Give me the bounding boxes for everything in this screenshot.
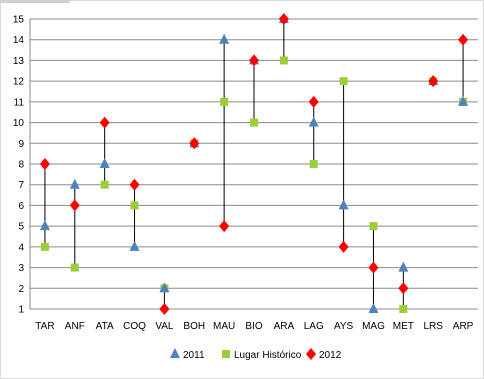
marker-triangle <box>368 303 379 313</box>
y-tick-label: 1 <box>18 305 24 316</box>
marker-triangle <box>338 199 349 210</box>
marker-square <box>100 180 109 189</box>
legend-square-icon <box>222 350 230 358</box>
marker-square <box>130 201 139 210</box>
marker-diamond <box>129 178 140 191</box>
legend-label: 2011 <box>183 350 205 361</box>
marker-square <box>309 160 318 168</box>
x-tick-label: ARP <box>453 321 474 332</box>
marker-diamond <box>398 282 409 295</box>
legend-label: Lugar Histórico <box>234 350 302 361</box>
marker-diamond <box>458 33 469 46</box>
marker-diamond <box>99 116 110 129</box>
marker-triangle <box>99 158 110 168</box>
marker-triangle <box>159 282 170 293</box>
x-tick-label: VAL <box>155 321 174 332</box>
y-tick-label: 14 <box>13 35 25 46</box>
marker-diamond <box>189 137 200 150</box>
marker-triangle <box>69 178 80 189</box>
y-tick-label: 11 <box>14 97 25 108</box>
marker-diamond <box>69 199 80 212</box>
marker-diamond <box>219 220 230 233</box>
range-lines <box>44 19 464 309</box>
x-tick-label: AYS <box>334 321 354 332</box>
chart-top-tab <box>0 0 70 3</box>
legend: 2011 Lugar Histórico 2012 <box>170 348 342 361</box>
marker-triangle <box>308 116 319 127</box>
x-tick-label: TAR <box>35 321 54 332</box>
x-tick-label: MAU <box>213 321 235 332</box>
y-tick-label: 15 <box>13 15 25 26</box>
marker-diamond <box>428 75 439 88</box>
marker-diamond <box>278 13 289 25</box>
marker-triangle <box>39 220 50 231</box>
y-tick-label: 8 <box>18 160 24 171</box>
marker-square <box>40 242 49 251</box>
y-tick-label: 4 <box>18 242 24 253</box>
x-tick-label: MAG <box>362 321 385 332</box>
y-tick-label: 10 <box>13 118 25 129</box>
marker-diamond <box>308 95 319 108</box>
x-tick-label: BIO <box>245 321 262 332</box>
x-tick-label: BOH <box>183 321 205 332</box>
x-tick-label: COQ <box>123 321 146 332</box>
legend-label: 2012 <box>319 350 342 361</box>
y-tick-label: 9 <box>18 139 24 150</box>
x-tick-label: LRS <box>423 321 443 332</box>
marker-square <box>279 56 288 65</box>
y-tick-label: 12 <box>13 77 25 88</box>
marker-square <box>250 118 258 127</box>
marker-square <box>220 97 229 106</box>
marker-square <box>339 77 348 86</box>
marker-square <box>399 305 408 313</box>
legend-diamond-icon <box>306 348 316 360</box>
y-tick-label: 6 <box>18 201 24 212</box>
legend-triangle-icon <box>170 348 180 358</box>
marker-diamond <box>249 54 259 67</box>
y-tick-label: 5 <box>18 222 24 233</box>
marker-diamond <box>39 158 50 170</box>
marker-square <box>369 222 378 231</box>
y-tick-label: 3 <box>18 263 24 274</box>
x-tick-label: ARA <box>274 321 295 332</box>
marker-triangle <box>129 240 140 251</box>
marker-square <box>70 263 79 272</box>
marker-triangle <box>219 33 230 44</box>
x-tick-label: ATA <box>96 321 114 332</box>
marker-diamond <box>368 261 379 274</box>
x-tick-label: MET <box>393 321 414 332</box>
marker-triangle <box>458 95 469 106</box>
y-tick-label: 2 <box>18 284 24 295</box>
marker-triangle <box>398 261 409 272</box>
x-tick-label: LAG <box>304 321 324 332</box>
x-axis: TAR ANF ATA COQ VAL BOH MAU BIO ARA LAG AYS MAG MET L… <box>35 321 473 332</box>
marker-diamond <box>159 303 170 315</box>
marker-diamond <box>338 240 349 253</box>
x-tick-label: ANF <box>65 321 85 332</box>
data-markers <box>39 13 469 315</box>
y-tick-label: 13 <box>13 56 25 67</box>
y-tick-label: 7 <box>18 180 24 191</box>
